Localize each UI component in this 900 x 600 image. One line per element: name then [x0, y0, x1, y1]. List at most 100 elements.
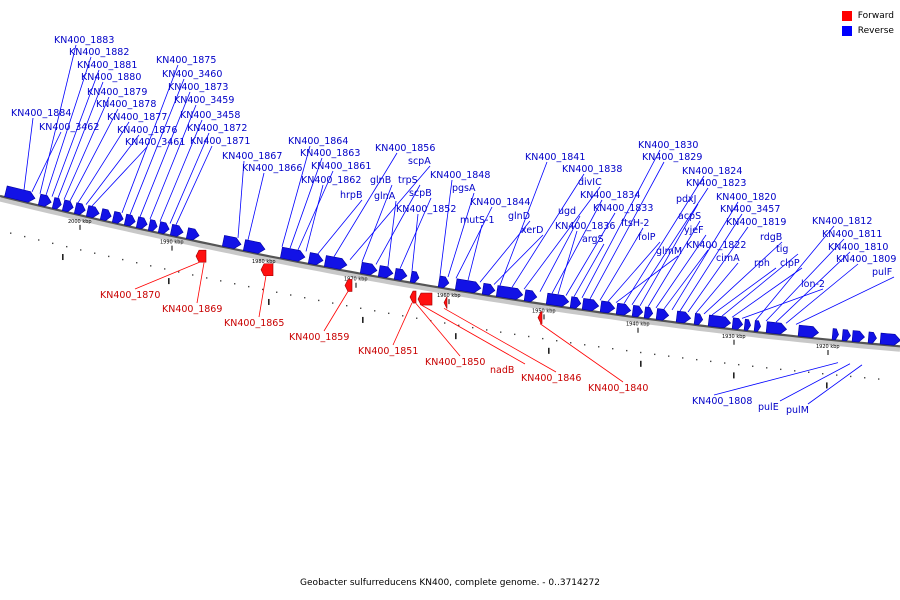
reverse-leader-line	[375, 184, 421, 265]
legend-item-forward: Forward	[841, 8, 894, 23]
reverse-gene-arrow	[85, 205, 100, 219]
reverse-leader-line	[237, 160, 245, 238]
scale-dot	[486, 329, 488, 331]
reverse-leader-line	[447, 192, 475, 278]
reverse-leader-line	[551, 199, 603, 294]
reverse-leader-line	[679, 213, 743, 312]
scale-dot	[752, 365, 754, 367]
reverse-gene-arrow	[169, 223, 184, 237]
reverse-gene-arrow	[307, 252, 324, 266]
reverse-gene-label: KN400_3462	[39, 122, 99, 133]
reverse-gene-label: KN400_1879	[87, 87, 147, 98]
reverse-gene-label: divIC	[578, 177, 602, 188]
reverse-gene-label: KN400_1810	[828, 242, 888, 253]
forward-gene-arrow	[409, 290, 417, 304]
scale-dot	[822, 373, 824, 375]
reverse-gene-arrow	[111, 211, 124, 224]
reverse-gene-label: argS	[582, 234, 604, 245]
scale-label: 1970 kbp	[344, 277, 368, 283]
reverse-leader-line	[479, 220, 531, 283]
reverse-gene-label: pgsA	[452, 183, 476, 194]
reverse-gene-label: pulM	[786, 405, 809, 416]
scale-dot	[192, 274, 194, 276]
reverse-gene-arrow	[437, 275, 450, 289]
scale-dot	[66, 245, 68, 248]
reverse-gene-arrow	[99, 208, 112, 221]
scale-dot	[472, 326, 474, 329]
reverse-gene-arrow	[643, 306, 654, 319]
reverse-gene-label: tig	[776, 244, 788, 255]
scale-dot	[836, 374, 838, 376]
reverse-leader-line	[85, 134, 140, 205]
scale-dot	[570, 342, 572, 344]
scale-dot	[780, 368, 782, 371]
reverse-gene-arrow	[279, 246, 306, 262]
reverse-leader-line	[615, 255, 679, 303]
reverse-gene-label: KN400_3459	[174, 95, 234, 106]
reverse-gene-arrow	[841, 329, 851, 342]
reverse-gene-arrow	[879, 332, 900, 346]
reverse-gene-arrow	[753, 320, 761, 332]
reverse-gene-label: KN400_1862	[301, 175, 361, 186]
reverse-gene-label: KN400_1836	[555, 221, 615, 232]
reverse-gene-arrow	[765, 321, 788, 335]
reverse-leader-line	[31, 131, 62, 193]
reverse-leader-line	[493, 234, 544, 285]
reverse-gene-arrow	[693, 312, 704, 326]
scale-dot	[220, 280, 222, 282]
scale-tick	[268, 298, 270, 305]
reverse-gene-label: KN400_1863	[300, 148, 360, 159]
scale-dot	[402, 315, 404, 317]
reverse-leader-line	[297, 170, 334, 251]
forward-gene-label: KN400_1846	[521, 373, 581, 384]
reverse-gene-label: KN400_1830	[638, 140, 698, 151]
forward-leader-line	[392, 302, 413, 346]
forward-gene-arrow	[443, 296, 448, 309]
reverse-leader-line	[499, 161, 548, 286]
reverse-gene-label: KN400_1819	[726, 217, 786, 228]
reverse-gene-label: glnD	[508, 211, 530, 222]
forward-gene-label: nadB	[490, 365, 514, 376]
forward-gene-arrow	[260, 263, 274, 277]
reverse-gene-label: KN400_1878	[96, 99, 156, 110]
reverse-gene-arrow	[135, 216, 148, 230]
scale-dot	[668, 355, 670, 357]
reverse-leader-line	[581, 149, 661, 298]
reverse-gene-arrow	[831, 328, 839, 341]
reverse-leader-line	[387, 200, 397, 267]
reverse-leader-line	[45, 56, 92, 196]
reverse-gene-label: KN400_1834	[580, 190, 640, 201]
reverse-leader-line	[23, 117, 34, 190]
reverse-leader-line	[755, 225, 835, 321]
reverse-gene-label: lon-2	[801, 279, 825, 290]
reverse-gene-label: KN400_1864	[288, 136, 348, 147]
scale-dot	[94, 252, 96, 254]
reverse-leader-line	[175, 145, 213, 225]
reverse-leader-line	[557, 230, 578, 295]
reverse-gene-arrow	[615, 302, 632, 316]
scale-dot	[514, 333, 516, 336]
scale-dot	[710, 360, 712, 363]
reverse-gene-label: KN400_1861	[311, 161, 371, 172]
reverse-leader-line	[775, 251, 851, 323]
reverse-leader-line	[305, 184, 324, 252]
reverse-leader-line	[671, 201, 739, 311]
reverse-leader-line	[539, 215, 581, 292]
reverse-gene-label: glnB	[370, 175, 391, 186]
scale-dot	[612, 348, 614, 350]
scale-dot	[234, 283, 236, 285]
reverse-gene-label: KN400_3460	[162, 69, 222, 80]
reverse-leader-line	[565, 212, 616, 296]
scale-dot	[332, 302, 334, 304]
reverse-gene-label: KN400_1873	[168, 82, 228, 93]
reverse-gene-label: pulE	[758, 402, 779, 413]
legend-item-reverse: Reverse	[841, 23, 894, 38]
reverse-gene-label: KN400_1882	[69, 47, 129, 58]
reverse-gene-label: KN400_1876	[117, 125, 177, 136]
scale-dot	[878, 378, 880, 380]
reverse-gene-arrow	[495, 285, 524, 300]
scale-tick	[362, 316, 364, 323]
reverse-gene-label: KN400_1809	[836, 254, 896, 265]
scale-dot	[248, 285, 250, 288]
